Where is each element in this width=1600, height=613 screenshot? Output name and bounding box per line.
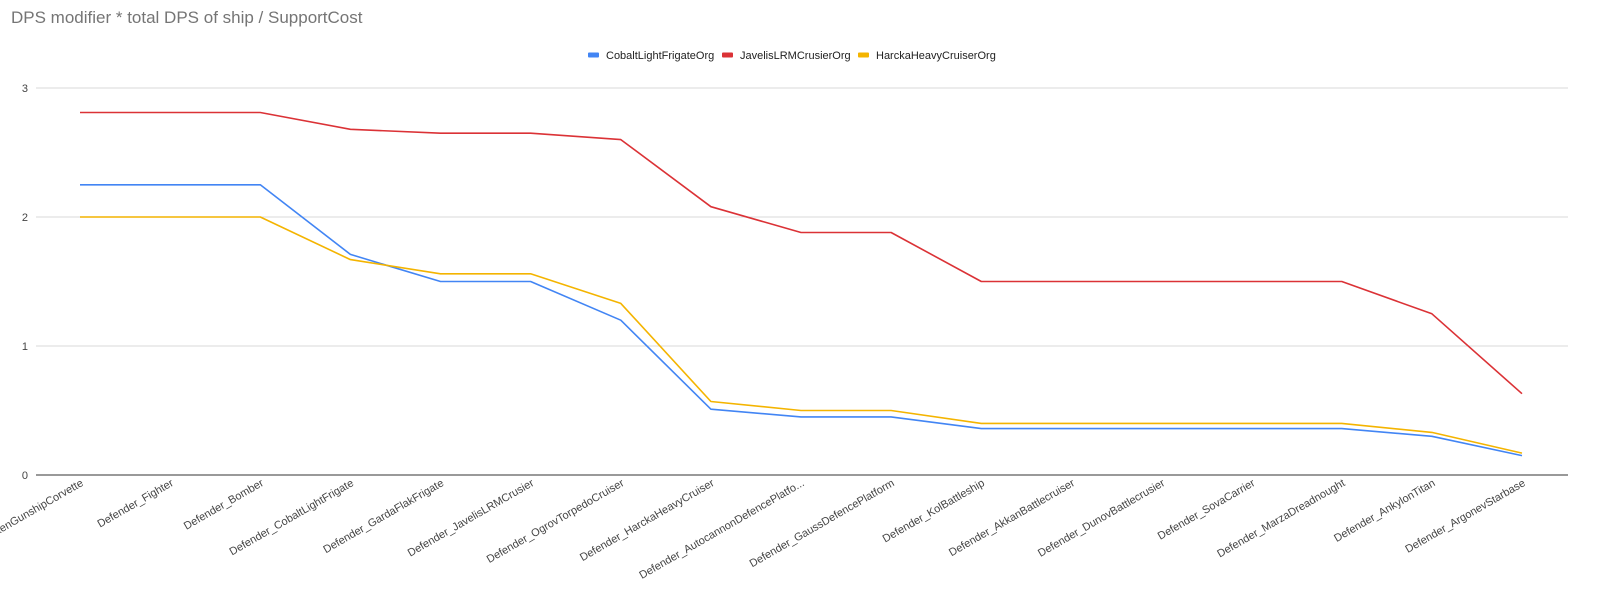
legend-label: CobaltLightFrigateOrg (606, 50, 714, 62)
series-line-JavelisLRMCrusierOrg (80, 111, 1523, 395)
legend-swatch (858, 52, 869, 58)
chart-title: DPS modifier * total DPS of ship / Suppo… (11, 8, 363, 27)
series-line-CobaltLightFrigateOrg (80, 184, 1523, 457)
gridlines (36, 87, 1568, 347)
y-tick-label-1: 1 (22, 341, 28, 353)
y-axis-tick-labels: 0 1 2 3 (22, 83, 28, 482)
x-tick-label: Defender_ShrikenGunshipCorvette (0, 477, 86, 573)
series-lines (80, 111, 1523, 457)
x-tick-label: Defender_Bomber (182, 477, 266, 533)
y-tick-label-2: 2 (22, 212, 28, 224)
x-tick-label: Defender_SovaCarrier (1156, 477, 1258, 543)
y-tick-label-0: 0 (22, 470, 28, 482)
legend[interactable]: CobaltLightFrigateOrg JavelisLRMCrusierOr… (588, 50, 996, 62)
y-tick-label-3: 3 (22, 83, 28, 95)
x-tick-label: Defender_AutocannonDefencePlatfo... (637, 477, 806, 582)
series-line-HarckaHeavyCruiserOrg (80, 216, 1523, 454)
legend-item-JavelisLRMCrusierOrg[interactable]: JavelisLRMCrusierOrg (722, 50, 851, 62)
legend-item-HarckaHeavyCruiserOrg[interactable]: HarckaHeavyCruiserOrg (858, 50, 996, 62)
x-axis-tick-labels: Defender_ShrikenGunshipCorvette Defender_… (0, 477, 1528, 582)
legend-label: JavelisLRMCrusierOrg (740, 50, 851, 62)
legend-swatch (588, 52, 599, 58)
legend-label: HarckaHeavyCruiserOrg (876, 50, 996, 62)
x-tick-label: Defender_Fighter (95, 477, 175, 530)
x-tick-label: Defender_GaussDefencePlatform (748, 477, 897, 570)
legend-swatch (722, 52, 733, 58)
legend-item-CobaltLightFrigateOrg[interactable]: CobaltLightFrigateOrg (588, 50, 714, 62)
